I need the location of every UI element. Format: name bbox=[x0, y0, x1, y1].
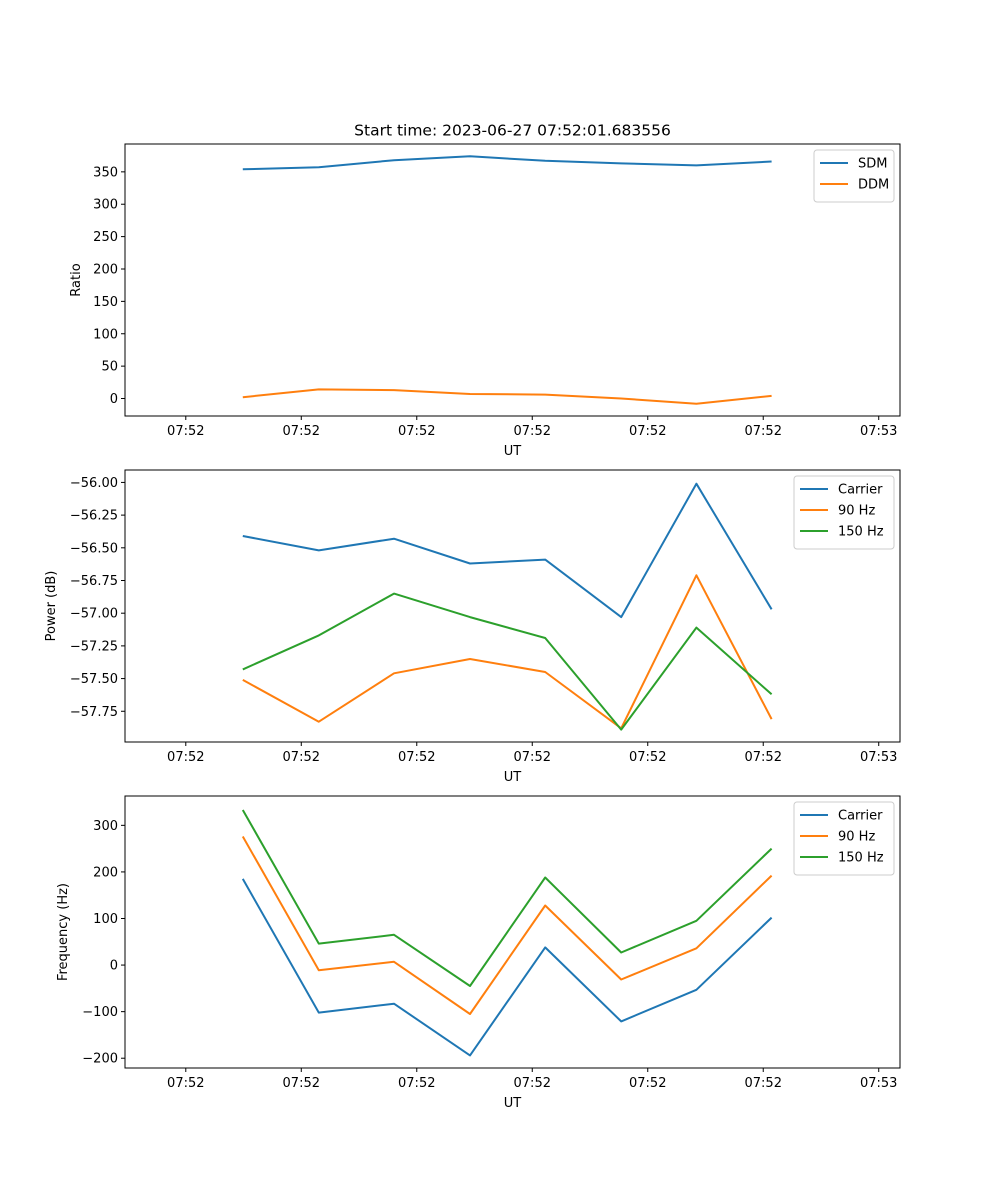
power-axes-frame bbox=[124, 469, 901, 743]
frequency-legend-label: Carrier bbox=[838, 809, 883, 824]
frequency-series-90-hz-line bbox=[241, 836, 773, 1015]
frequency-panel: 07:52 07:52 07:52 07:52 07:52 07:52 07:53 −200 −… bbox=[56, 795, 901, 1111]
ratio-legend-label: SDM bbox=[858, 157, 887, 172]
power-legend-label: 150 Hz bbox=[838, 525, 884, 540]
frequency-y-tick-label: 200 bbox=[93, 865, 118, 880]
frequency-y-tick-label: −200 bbox=[82, 1052, 118, 1067]
chart-title: Start time: 2023-06-27 07:52:01.683556 bbox=[354, 122, 671, 140]
ratio-y-tick-label: 0 bbox=[110, 392, 118, 407]
frequency-legend: Carrier 90 Hz 150 Hz bbox=[793, 801, 895, 876]
frequency-y-tick-label: 0 bbox=[110, 959, 118, 974]
frequency-x-tick-label: 07:52 bbox=[514, 1076, 551, 1091]
frequency-x-axis-label: UT bbox=[504, 1096, 522, 1111]
frequency-series-carrier-line bbox=[241, 878, 773, 1057]
power-x-tick-label: 07:52 bbox=[167, 750, 204, 765]
power-x-tick-label: 07:52 bbox=[398, 750, 435, 765]
ratio-series-sdm-line bbox=[242, 155, 772, 171]
power-x-tick-label: 07:52 bbox=[514, 750, 551, 765]
ratio-x-axis-label: UT bbox=[504, 444, 522, 459]
power-legend-label: 90 Hz bbox=[838, 504, 875, 519]
ratio-y-tick-label: 250 bbox=[93, 230, 118, 245]
frequency-x-tick-label: 07:52 bbox=[167, 1076, 204, 1091]
power-y-tick-label: −56.00 bbox=[70, 476, 118, 491]
ratio-x-tick-label: 07:52 bbox=[514, 424, 551, 439]
power-x-tick-label: 07:52 bbox=[745, 750, 782, 765]
frequency-x-tick-label: 07:52 bbox=[629, 1076, 666, 1091]
power-y-tick-label: −56.75 bbox=[70, 574, 118, 589]
power-y-tick-label: −56.50 bbox=[70, 541, 118, 556]
frequency-x-tick-label: 07:52 bbox=[398, 1076, 435, 1091]
power-y-axis-label: Power (dB) bbox=[44, 571, 59, 642]
power-series-carrier-line bbox=[242, 482, 773, 619]
ratio-legend-label: DDM bbox=[858, 178, 889, 193]
ratio-legend: SDM DDM bbox=[813, 149, 895, 203]
ratio-y-tick-label: 200 bbox=[93, 262, 118, 277]
power-y-tick-label: −57.75 bbox=[70, 705, 118, 720]
power-y-tick-label: −57.25 bbox=[70, 639, 118, 654]
power-series-90-hz-line bbox=[242, 574, 773, 730]
ratio-y-tick-label: 300 bbox=[93, 198, 118, 213]
ratio-y-tick-label: 100 bbox=[93, 327, 118, 342]
power-y-tick-label: −57.50 bbox=[70, 672, 118, 687]
frequency-legend-label: 150 Hz bbox=[838, 851, 884, 866]
ratio-x-tick-label: 07:53 bbox=[860, 424, 897, 439]
frequency-x-tick-label: 07:53 bbox=[860, 1076, 897, 1091]
frequency-x-tick-label: 07:52 bbox=[745, 1076, 782, 1091]
ratio-axes-frame bbox=[124, 143, 901, 417]
ratio-x-tick-label: 07:52 bbox=[167, 424, 204, 439]
frequency-series-150-hz-line bbox=[241, 809, 773, 987]
power-x-tick-label: 07:53 bbox=[860, 750, 897, 765]
power-y-tick-label: −56.25 bbox=[70, 509, 118, 524]
frequency-y-axis-label: Frequency (Hz) bbox=[56, 883, 71, 981]
power-x-tick-label: 07:52 bbox=[283, 750, 320, 765]
ratio-y-tick-label: 50 bbox=[101, 360, 118, 375]
power-panel: 07:52 07:52 07:52 07:52 07:52 07:52 07:53 −56.0… bbox=[44, 469, 901, 785]
ratio-x-tick-label: 07:52 bbox=[745, 424, 782, 439]
ratio-series-ddm-line bbox=[242, 388, 772, 405]
ratio-y-tick-label: 150 bbox=[93, 295, 118, 310]
frequency-axes-frame bbox=[124, 795, 901, 1069]
frequency-y-tick-label: 100 bbox=[93, 912, 118, 927]
ratio-y-axis-label: Ratio bbox=[69, 263, 84, 296]
power-legend-label: Carrier bbox=[838, 483, 883, 498]
ratio-x-tick-label: 07:52 bbox=[629, 424, 666, 439]
power-y-tick-label: −57.00 bbox=[70, 607, 118, 622]
power-legend: Carrier 90 Hz 150 Hz bbox=[793, 475, 895, 550]
ratio-x-tick-label: 07:52 bbox=[283, 424, 320, 439]
ratio-x-tick-label: 07:52 bbox=[398, 424, 435, 439]
frequency-y-tick-label: −100 bbox=[82, 1005, 118, 1020]
ratio-panel: 07:52 07:52 07:52 07:52 07:52 07:52 07:53 0 50 10… bbox=[69, 143, 901, 459]
ratio-y-tick-label: 350 bbox=[93, 165, 118, 180]
power-x-tick-label: 07:52 bbox=[629, 750, 666, 765]
frequency-y-tick-label: 300 bbox=[93, 819, 118, 834]
frequency-legend-label: 90 Hz bbox=[838, 830, 875, 845]
power-x-axis-label: UT bbox=[504, 770, 522, 785]
power-series-150-hz-line bbox=[242, 592, 773, 731]
frequency-x-tick-label: 07:52 bbox=[283, 1076, 320, 1091]
